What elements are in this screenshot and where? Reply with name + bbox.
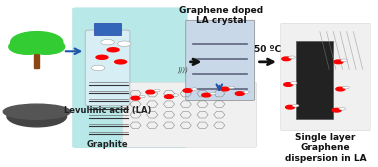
FancyBboxPatch shape bbox=[186, 20, 255, 100]
Ellipse shape bbox=[7, 106, 67, 127]
Circle shape bbox=[210, 92, 216, 95]
Circle shape bbox=[292, 104, 299, 107]
Circle shape bbox=[107, 47, 120, 52]
Text: )))): )))) bbox=[177, 66, 188, 73]
Ellipse shape bbox=[3, 104, 70, 119]
Circle shape bbox=[164, 95, 174, 98]
Circle shape bbox=[114, 59, 127, 65]
Circle shape bbox=[118, 41, 131, 46]
Circle shape bbox=[202, 93, 211, 97]
Circle shape bbox=[342, 86, 349, 89]
Circle shape bbox=[28, 39, 65, 54]
Text: Graphite: Graphite bbox=[87, 140, 129, 149]
Circle shape bbox=[95, 55, 108, 60]
Circle shape bbox=[154, 89, 160, 92]
Circle shape bbox=[220, 87, 229, 91]
Circle shape bbox=[183, 89, 192, 92]
Bar bbox=[94, 23, 121, 35]
Circle shape bbox=[191, 88, 197, 90]
Circle shape bbox=[341, 59, 347, 62]
Circle shape bbox=[282, 57, 291, 61]
Text: Single layer
Graphene
dispersion in LA: Single layer Graphene dispersion in LA bbox=[285, 133, 366, 163]
Text: Graphene doped
LA crystal: Graphene doped LA crystal bbox=[179, 6, 263, 25]
Circle shape bbox=[339, 107, 345, 110]
Circle shape bbox=[243, 91, 249, 93]
Circle shape bbox=[139, 95, 145, 98]
Circle shape bbox=[284, 83, 293, 86]
Bar bbox=[296, 41, 333, 119]
Circle shape bbox=[9, 39, 46, 54]
Bar bbox=[34, 50, 39, 68]
FancyBboxPatch shape bbox=[122, 82, 257, 147]
FancyBboxPatch shape bbox=[85, 30, 130, 106]
Circle shape bbox=[334, 60, 343, 64]
Circle shape bbox=[101, 39, 114, 45]
Circle shape bbox=[91, 65, 105, 71]
Circle shape bbox=[131, 96, 140, 100]
Circle shape bbox=[332, 108, 341, 112]
Circle shape bbox=[288, 56, 295, 59]
Circle shape bbox=[235, 92, 244, 95]
FancyBboxPatch shape bbox=[72, 8, 187, 148]
Text: Levulinic acid (LA): Levulinic acid (LA) bbox=[64, 107, 151, 115]
FancyBboxPatch shape bbox=[281, 23, 370, 131]
Circle shape bbox=[11, 32, 63, 53]
Circle shape bbox=[173, 94, 179, 96]
Text: 50 ºC: 50 ºC bbox=[254, 45, 281, 54]
Circle shape bbox=[146, 90, 155, 94]
Circle shape bbox=[290, 82, 297, 84]
Circle shape bbox=[336, 87, 345, 91]
Circle shape bbox=[229, 86, 235, 89]
Circle shape bbox=[286, 105, 294, 109]
